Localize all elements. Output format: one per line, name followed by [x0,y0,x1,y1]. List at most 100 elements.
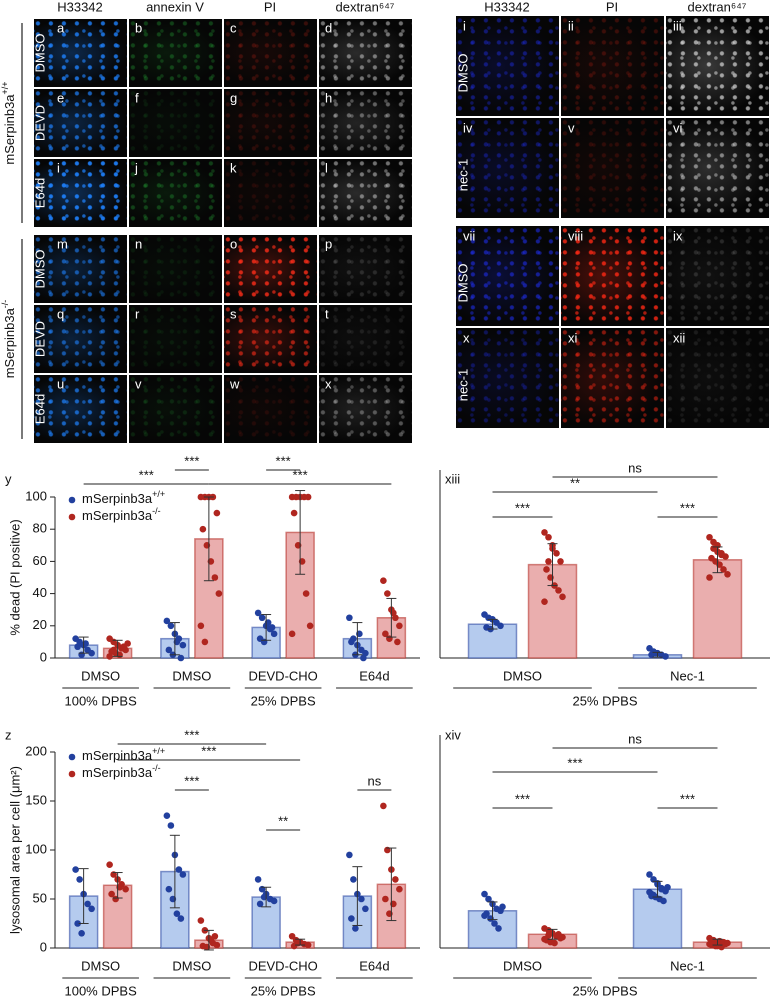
legend-marker [68,513,76,521]
micrograph [33,304,128,374]
tile-letter: ix [673,228,683,243]
error-bar [203,929,214,951]
tile-letter: q [57,306,64,321]
bar [285,531,315,659]
data-point [270,897,278,905]
tile-letter: j [134,160,138,175]
data-point [352,925,359,932]
data-point [392,876,399,883]
micrograph [223,18,318,88]
data-point [213,941,221,949]
data-point [167,622,175,630]
data-point [485,895,492,903]
group-label: 100% DPBS [64,983,137,998]
data-point [199,525,207,533]
tile-letter: iii [673,18,682,33]
data-point [551,939,558,947]
y-tick-label: 40 [33,585,47,600]
data-point [76,876,83,883]
tile-letter: p [325,236,332,251]
group-label: 25% DPBS [572,693,637,708]
data-point [84,900,91,908]
tile-letter: v [568,120,575,135]
tile-letter: viii [568,228,583,243]
micrograph [560,117,665,219]
data-point [211,574,219,581]
tile-letter: ii [568,18,574,33]
error-bar [712,546,723,574]
row-label: E64d [32,178,47,208]
tile-letter: c [230,20,237,35]
micrograph [318,234,413,304]
legend-name: mSerpinb3a [82,491,153,506]
tile-letter: iv [463,120,473,135]
x-tick-label: DMSO [172,668,211,683]
data-point [179,871,187,878]
legend-marker [68,753,76,761]
y-axis-label: % dead (PI positive) [7,519,22,635]
data-point [499,903,506,911]
significance-label: ns [368,773,382,788]
bar [692,559,743,659]
data-point [491,920,498,927]
x-tick-label: DMSO [172,958,211,973]
data-point [724,570,731,578]
column-header: dextran⁶⁴⁷ [335,0,394,14]
group-genotype: +/+ [0,81,10,94]
data-point [396,622,403,630]
data-point [197,917,205,924]
data-point [384,590,391,597]
data-point [396,885,403,893]
data-point [163,812,171,819]
error-bar [352,866,363,926]
data-point [288,630,296,638]
data-point [270,630,278,638]
x-tick-label: Nec-1 [670,668,705,683]
micrograph [128,304,223,374]
x-tick-label: DEVD-CHO [248,958,317,973]
data-point [394,638,401,646]
column-header: dextran⁶⁴⁷ [687,0,746,14]
legend-genotype: +/+ [152,489,165,499]
tile-letter: r [135,306,140,321]
data-point [175,866,183,873]
error-bar [112,872,123,899]
error-bar [169,834,180,909]
group-genotype: -/- [0,300,10,309]
error-bar [652,880,663,898]
legend-genotype: +/+ [152,746,165,756]
data-point [88,649,95,657]
data-point [165,646,173,654]
row-label: nec-1 [455,369,470,402]
tile-letter: m [57,236,68,251]
data-point [646,871,653,878]
micrograph [128,88,223,158]
data-point [211,932,219,940]
error-bar [261,614,272,641]
error-bar [386,847,397,922]
tile-letter: k [230,160,237,175]
tile-letter: d [325,20,332,35]
group-label: 100% DPBS [64,693,137,708]
data-point [559,933,566,941]
data-point [380,577,387,585]
legend-marker [68,770,76,778]
data-point [553,550,560,557]
tile-letter: xi [568,330,578,345]
tile-letter: i [463,18,466,33]
tile-letter: t [325,306,329,321]
legend-name: mSerpinb3a [82,765,153,780]
y-tick-label: 20 [33,617,47,632]
tile-letter: v [135,376,142,391]
data-point [254,609,262,617]
data-point [545,931,552,939]
data-point [213,509,221,517]
micrograph [128,18,223,88]
data-point [110,646,117,654]
data-point [559,593,566,601]
significance-label: *** [293,467,308,482]
data-point [348,638,355,646]
legend-label: mSerpinb3a-/- [82,506,161,523]
data-point [481,890,488,898]
micrograph [665,225,770,327]
